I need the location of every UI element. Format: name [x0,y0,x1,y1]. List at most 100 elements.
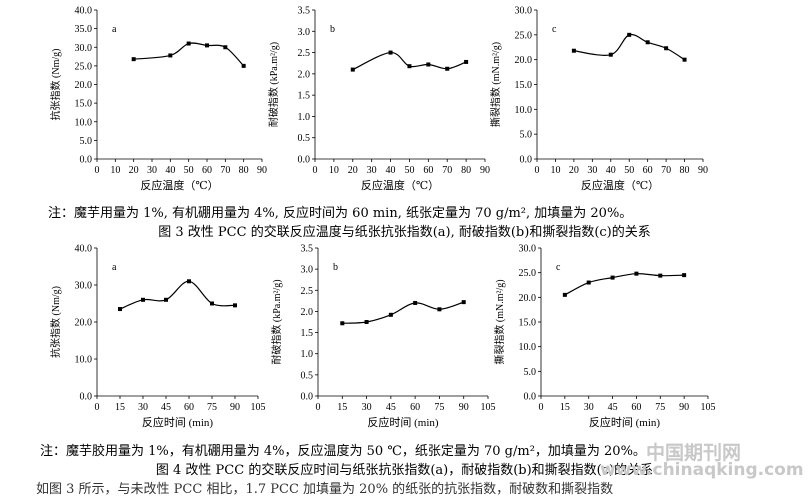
x-tick-label: 90 [459,402,469,413]
watermark-line2: www.chinaqking.com [600,460,804,480]
x-tick-label: 90 [257,165,267,176]
data-point [682,57,687,62]
panel-label: c [552,24,557,35]
x-tick-label: 60 [423,165,433,176]
y-tick-label: 3.0 [301,265,314,276]
x-tick-label: 0 [95,402,100,413]
y-tick-label: 30.0 [515,6,533,17]
data-point [118,307,122,312]
y-tick-label: 3.0 [298,27,311,38]
data-point [340,321,345,326]
data-point [350,67,355,72]
y-tick-label: 1.0 [298,112,311,123]
data-point [233,303,237,308]
y-tick-label: 25.0 [515,30,533,41]
y-tick-label: 20.0 [75,80,93,91]
y-tick-label: 10.0 [75,117,93,128]
x-tick-label: 0 [535,165,540,176]
x-tick-label: 15 [337,402,347,413]
x-tick-label: 0 [313,165,318,176]
y-axis-label: 耐破指数 (kPa.m²/g) [270,279,283,364]
data-point [131,57,136,62]
data-point [210,301,214,306]
x-tick-label: 0 [316,402,321,413]
data-point [461,300,466,305]
x-tick-label: 50 [404,165,414,176]
x-tick-label: 0 [95,165,100,176]
data-point [223,45,228,50]
figure3-note: 注：魔芋用量为 1%, 有机硼用量为 4%, 反应时间为 60 min, 纸张定… [48,206,633,221]
y-tick-label: 10.0 [519,342,537,353]
y-tick-label: 3.5 [298,6,311,17]
data-point [241,63,246,68]
panel-label: a [112,262,117,273]
x-tick-label: 75 [434,402,444,413]
x-tick-label: 50 [624,165,634,176]
x-tick-label: 30 [587,165,597,176]
x-tick-label: 75 [207,402,217,413]
y-tick-label: 15.0 [515,80,533,91]
x-tick-label: 60 [184,402,194,413]
x-tick-label: 45 [386,402,396,413]
panel-label: a [112,24,117,35]
x-tick-label: 20 [129,165,139,176]
chart-3a: 0.0 5.0 10.0 15.0 20.0 25.0 30.0 35.0 40.0 0 10 20 3… [49,6,267,193]
x-tick-label: 90 [230,402,240,413]
y-tick-label: 25.0 [519,268,537,279]
data-point [562,292,567,297]
data-point [634,271,639,276]
data-point [464,59,469,64]
chart-4a: 0.0 10.0 20.0 30.0 40.0 0 15 30 45 60 75 90 105 a 反应时间… [49,244,266,430]
data-point [164,297,168,302]
data-point [445,66,450,71]
x-tick-label: 90 [480,165,490,176]
series-line [119,280,236,310]
y-axis-label: 耐破指数 (kPa.m²/g) [267,42,280,127]
x-tick-label: 20 [348,165,358,176]
data-point [610,275,615,280]
panel-label: c [556,262,561,273]
y-tick-label: 2.0 [301,307,314,318]
y-tick-label: 30.0 [75,281,93,292]
x-tick-label: 40 [606,165,616,176]
x-tick-label: 10 [329,165,339,176]
data-point [664,46,669,51]
x-tick-label: 30 [367,165,377,176]
data-point [586,280,591,285]
x-tick-label: 80 [461,165,471,176]
data-point [571,48,576,53]
x-tick-label: 30 [147,165,157,176]
x-tick-label: 50 [184,165,194,176]
data-point [187,279,191,284]
panel-label: b [330,24,335,35]
y-tick-label: 0.0 [520,155,533,166]
y-tick-label: 0.5 [298,133,311,144]
y-axis-label: 抗张指数 (Nm/g) [49,286,62,358]
x-tick-label: 60 [631,402,641,413]
chart-3b: 0.0 0.5 1.0 1.5 2.0 2.5 3.0 3.5 0 10 20 30 40 50 60 70 8… [267,6,490,193]
data-point [141,297,145,302]
x-axis-label: 反应时间 (min) [589,415,661,429]
x-tick-label: 40 [386,165,396,176]
x-tick-label: 60 [643,165,653,176]
x-tick-label: 30 [362,402,372,413]
x-tick-label: 90 [698,165,708,176]
x-tick-label: 45 [161,402,171,413]
x-tick-label: 80 [680,165,690,176]
watermark-line1: 中国期刊网 [646,442,742,464]
data-point [426,62,431,67]
y-tick-label: 40.0 [75,244,93,255]
y-tick-label: 5.0 [520,130,533,141]
data-point [388,312,393,317]
y-tick-label: 10.0 [515,105,533,116]
x-tick-label: 15 [560,402,570,413]
x-tick-label: 80 [239,165,249,176]
figure4-note: 注：魔芋胶用量为 1%，有机硼用量为 4%，反应温度为 50 ℃，纸张定量为 7… [40,444,646,459]
data-point [608,52,613,57]
x-axis-label: 反应温度（℃） [581,178,659,192]
y-tick-label: 20.0 [75,318,93,329]
y-tick-label: 0.0 [80,155,93,166]
x-tick-label: 30 [138,402,148,413]
chart-3c: 0.0 5.0 10.0 15.0 20.0 25.0 30.0 0 10 20 30 40 50 60 7… [489,6,708,193]
y-tick-label: 30.0 [519,244,537,255]
